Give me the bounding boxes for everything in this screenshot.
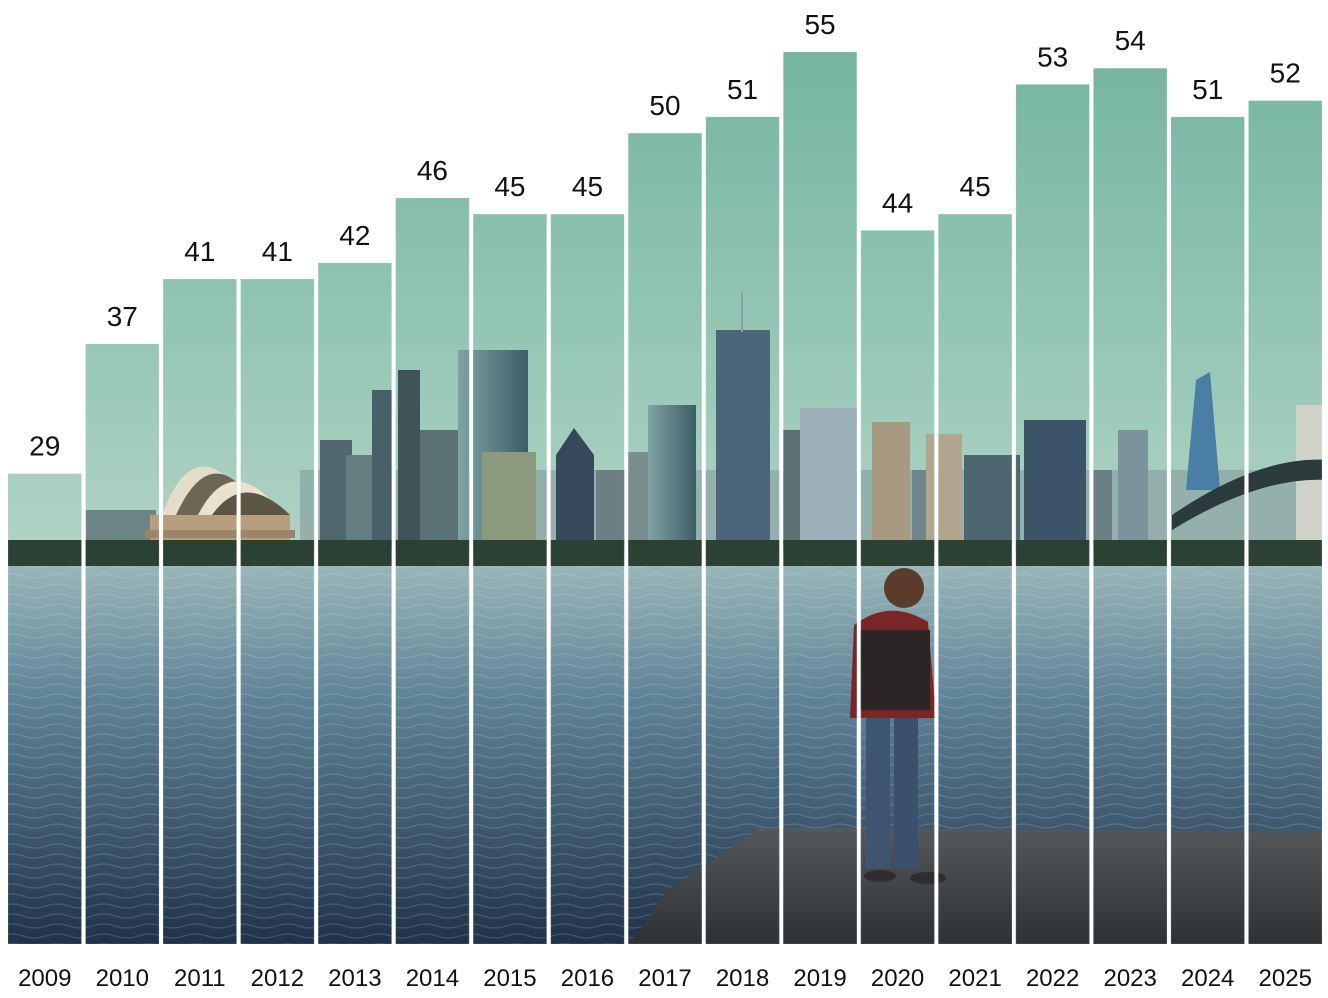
bar-2010 (85, 343, 160, 945)
value-label-2022: 53 (1037, 41, 1068, 72)
bar-2022 (1015, 83, 1090, 945)
x-tick-label-2009: 2009 (18, 965, 71, 992)
bar-2017 (627, 132, 703, 945)
bar-2015 (472, 213, 548, 945)
x-tick-label-2012: 2012 (251, 965, 304, 992)
value-label-2010: 37 (107, 301, 138, 332)
x-tick-label-2013: 2013 (328, 965, 381, 992)
bar-2012 (240, 278, 315, 945)
bar-2013 (317, 262, 393, 945)
value-label-2016: 45 (572, 171, 603, 202)
x-tick-label-2014: 2014 (406, 965, 459, 992)
bar-2025 (1247, 100, 1323, 945)
value-label-2009: 29 (29, 431, 60, 462)
value-label-2025: 52 (1270, 58, 1301, 89)
value-label-2020: 44 (882, 187, 913, 218)
x-tick-label-2017: 2017 (638, 965, 691, 992)
bar-2020 (860, 229, 935, 945)
x-tick-label-2023: 2023 (1103, 965, 1156, 992)
x-tick-label-2018: 2018 (716, 965, 769, 992)
x-tick-label-2019: 2019 (793, 965, 846, 992)
value-label-2012: 41 (262, 236, 293, 267)
x-tick-label-2025: 2025 (1259, 965, 1312, 992)
value-label-2024: 51 (1192, 74, 1223, 105)
bar-2019 (782, 51, 858, 945)
value-label-2019: 55 (804, 9, 835, 40)
bar-2021 (937, 213, 1013, 945)
value-label-2018: 51 (727, 74, 758, 105)
bar-photo-fill (8, 52, 1322, 945)
bar-2016 (550, 213, 625, 945)
x-tick-labels: 2009 2010 2011 2012 2013 2014 2015 2016 2017 2018… (18, 965, 1312, 992)
bar-2009 (7, 473, 83, 945)
value-label-2014: 46 (417, 155, 448, 186)
bar-2011 (162, 278, 238, 945)
x-tick-label-2010: 2010 (96, 965, 149, 992)
x-tick-label-2011: 2011 (174, 965, 226, 992)
x-tick-label-2022: 2022 (1026, 965, 1079, 992)
value-label-2013: 42 (339, 220, 370, 251)
x-tick-label-2021: 2021 (948, 965, 1001, 992)
value-label-2021: 45 (960, 171, 991, 202)
bar-outlines (7, 51, 1323, 945)
bar-2023 (1092, 67, 1168, 945)
x-tick-label-2024: 2024 (1181, 965, 1234, 992)
value-label-2023: 54 (1115, 25, 1146, 56)
value-label-2015: 45 (494, 171, 525, 202)
x-tick-label-2015: 2015 (483, 965, 536, 992)
value-label-2017: 50 (649, 90, 680, 121)
bar-2014 (395, 197, 470, 945)
value-labels: 29 37 41 41 42 46 45 45 50 51 55 44 45 53 54 51 52 (29, 9, 1301, 462)
bar-2018 (705, 116, 780, 945)
x-tick-label-2020: 2020 (871, 965, 924, 992)
x-tick-label-2016: 2016 (561, 965, 614, 992)
bar-2024 (1170, 116, 1245, 945)
value-label-2011: 41 (184, 236, 215, 267)
